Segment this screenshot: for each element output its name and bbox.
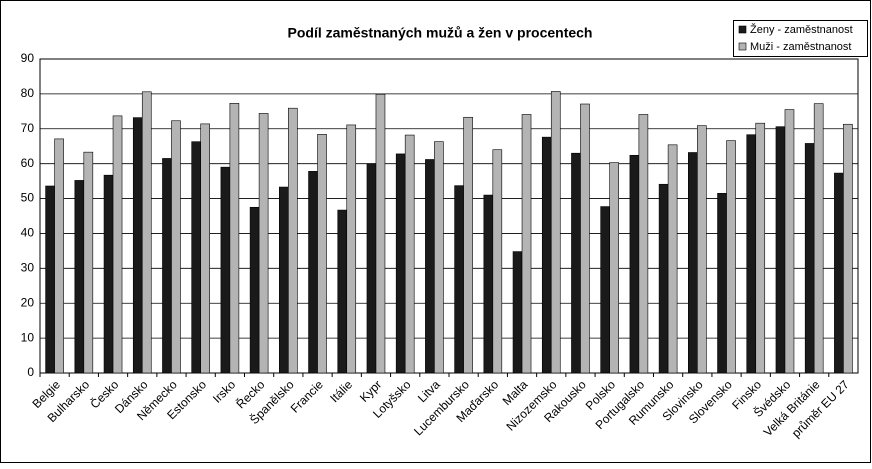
y-tick-label: 30 [21,261,35,275]
bar [346,124,357,374]
y-tick-label: 80 [21,86,35,100]
y-tick-label: 20 [21,295,35,309]
bar [337,209,348,374]
bar [45,185,55,374]
bar [775,126,786,374]
legend-swatch [738,25,747,34]
y-tick-label: 70 [21,121,35,135]
y-tick-label: 50 [21,191,35,205]
bar [697,125,707,374]
legend-swatch [738,42,747,51]
legend-label: Muži - zaměstnanost [750,41,851,53]
bar [103,174,114,374]
y-tick-label: 0 [27,365,34,379]
bar [375,93,386,374]
bar [249,206,260,374]
bar [395,153,406,374]
y-tick-label: 40 [21,226,35,240]
bar [688,152,698,374]
y-tick-label: 10 [21,330,35,344]
bar [755,122,766,374]
bar [54,138,64,374]
bar [200,123,210,374]
legend-box [733,20,868,57]
y-tick-label: 60 [21,156,35,170]
bar [746,134,757,374]
bar [171,120,181,374]
bar [434,141,444,374]
bar [220,166,231,374]
bar [483,194,494,374]
bar [492,149,503,374]
bar [463,116,473,374]
bar [726,140,736,374]
bar [629,154,640,374]
bar [83,151,94,374]
bar [425,159,435,374]
chart-title: Podíl zaměstnaných mužů a žen v procente… [288,25,593,41]
bar [162,158,172,374]
bar [834,172,844,374]
bar [804,143,815,374]
bar [717,193,727,374]
bar [658,183,669,374]
bar [74,180,85,374]
bar [667,144,678,374]
bar [454,185,464,374]
bar [609,162,619,374]
bar [258,113,269,374]
bar [843,123,853,374]
bar [541,136,552,374]
bar [550,91,561,374]
bar [288,107,298,374]
bar [317,134,327,374]
bar [229,103,240,374]
bar [191,141,201,374]
bar [112,115,123,374]
bar [132,117,143,374]
bar [638,114,649,374]
bar [813,103,824,374]
bar [141,91,152,374]
bar [404,134,415,374]
bar [600,206,610,374]
legend-label: Ženy - zaměstnanost [750,23,853,36]
bar [279,186,289,374]
bar [784,109,795,374]
y-tick-label: 90 [21,51,35,65]
bar [521,114,532,374]
bar [580,103,590,374]
bar [308,171,318,374]
bar [512,251,523,374]
bar [571,152,581,374]
bar [366,163,377,374]
